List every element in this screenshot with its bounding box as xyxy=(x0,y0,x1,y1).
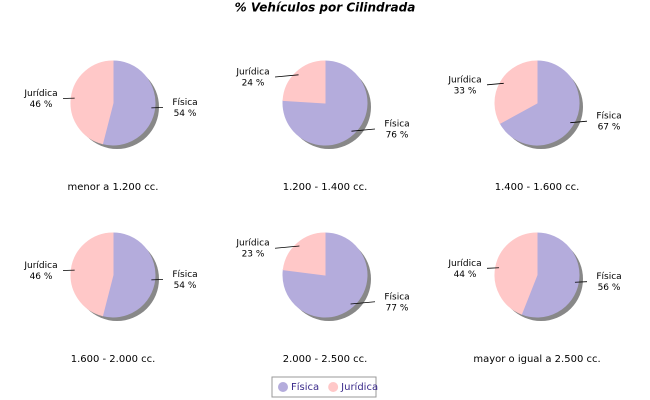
slice-value: 23 % xyxy=(242,250,265,260)
pie-slice xyxy=(70,60,114,145)
slice-label: Jurídica xyxy=(23,89,57,99)
chart-title: % Vehículos por Cilindrada xyxy=(235,1,416,15)
leader-line xyxy=(486,82,504,86)
leader-line xyxy=(351,128,376,132)
pie-slice xyxy=(101,60,156,146)
slice-label: Física xyxy=(384,292,409,302)
pie-slice xyxy=(520,232,580,318)
slice-label: Jurídica xyxy=(235,239,269,249)
slice-value: 56 % xyxy=(598,283,621,293)
slice-label: Jurídica xyxy=(235,67,269,77)
slice-label: Física xyxy=(596,272,621,282)
legend-label: Física xyxy=(291,381,319,393)
pie-label: menor a 1.200 cc. xyxy=(68,182,159,193)
leader-line xyxy=(574,281,588,283)
pie-slice xyxy=(282,232,326,276)
pie-label: 1.200 - 1.400 cc. xyxy=(283,182,368,193)
pie-label: 2.000 - 2.500 cc. xyxy=(283,354,368,365)
pie-label: mayor o igual a 2.500 cc. xyxy=(473,354,600,365)
pie-slice xyxy=(282,232,368,318)
slice-label: Física xyxy=(384,120,409,130)
legend-swatch xyxy=(278,382,288,392)
legend xyxy=(271,376,377,398)
slice-label: Física xyxy=(172,98,197,108)
legend-swatch xyxy=(328,382,339,392)
slice-value: 77 % xyxy=(386,303,409,313)
slice-value: 67 % xyxy=(598,123,621,133)
pie-slice xyxy=(282,60,326,104)
slice-value: 54 % xyxy=(174,281,197,291)
slice-value: 46 % xyxy=(30,100,53,110)
slice-value: 33 % xyxy=(454,86,477,96)
slice-value: 54 % xyxy=(174,109,197,119)
slice-value: 44 % xyxy=(454,270,477,280)
leader-line xyxy=(274,245,300,249)
leader-line xyxy=(486,267,500,269)
slice-value: 76 % xyxy=(386,131,409,141)
leader-line xyxy=(570,120,588,124)
leader-line xyxy=(274,74,299,78)
pie-slice xyxy=(499,60,580,146)
slice-label: Jurídica xyxy=(23,261,57,271)
pie-label: 1.600 - 2.000 cc. xyxy=(71,354,156,365)
legend-label: Jurídica xyxy=(340,381,378,393)
slice-label: Jurídica xyxy=(447,75,481,85)
slice-label: Jurídica xyxy=(447,259,481,269)
leader-line xyxy=(350,301,376,305)
pie-slice xyxy=(494,232,538,315)
slice-value: 24 % xyxy=(242,78,265,88)
pie-label: 1.400 - 1.600 cc. xyxy=(495,182,580,193)
pie-slice xyxy=(101,232,156,318)
pie-slice xyxy=(494,60,538,124)
pie-slice xyxy=(70,232,114,317)
slice-label: Física xyxy=(172,270,197,280)
slice-value: 46 % xyxy=(30,272,53,282)
slice-label: Física xyxy=(596,112,621,122)
